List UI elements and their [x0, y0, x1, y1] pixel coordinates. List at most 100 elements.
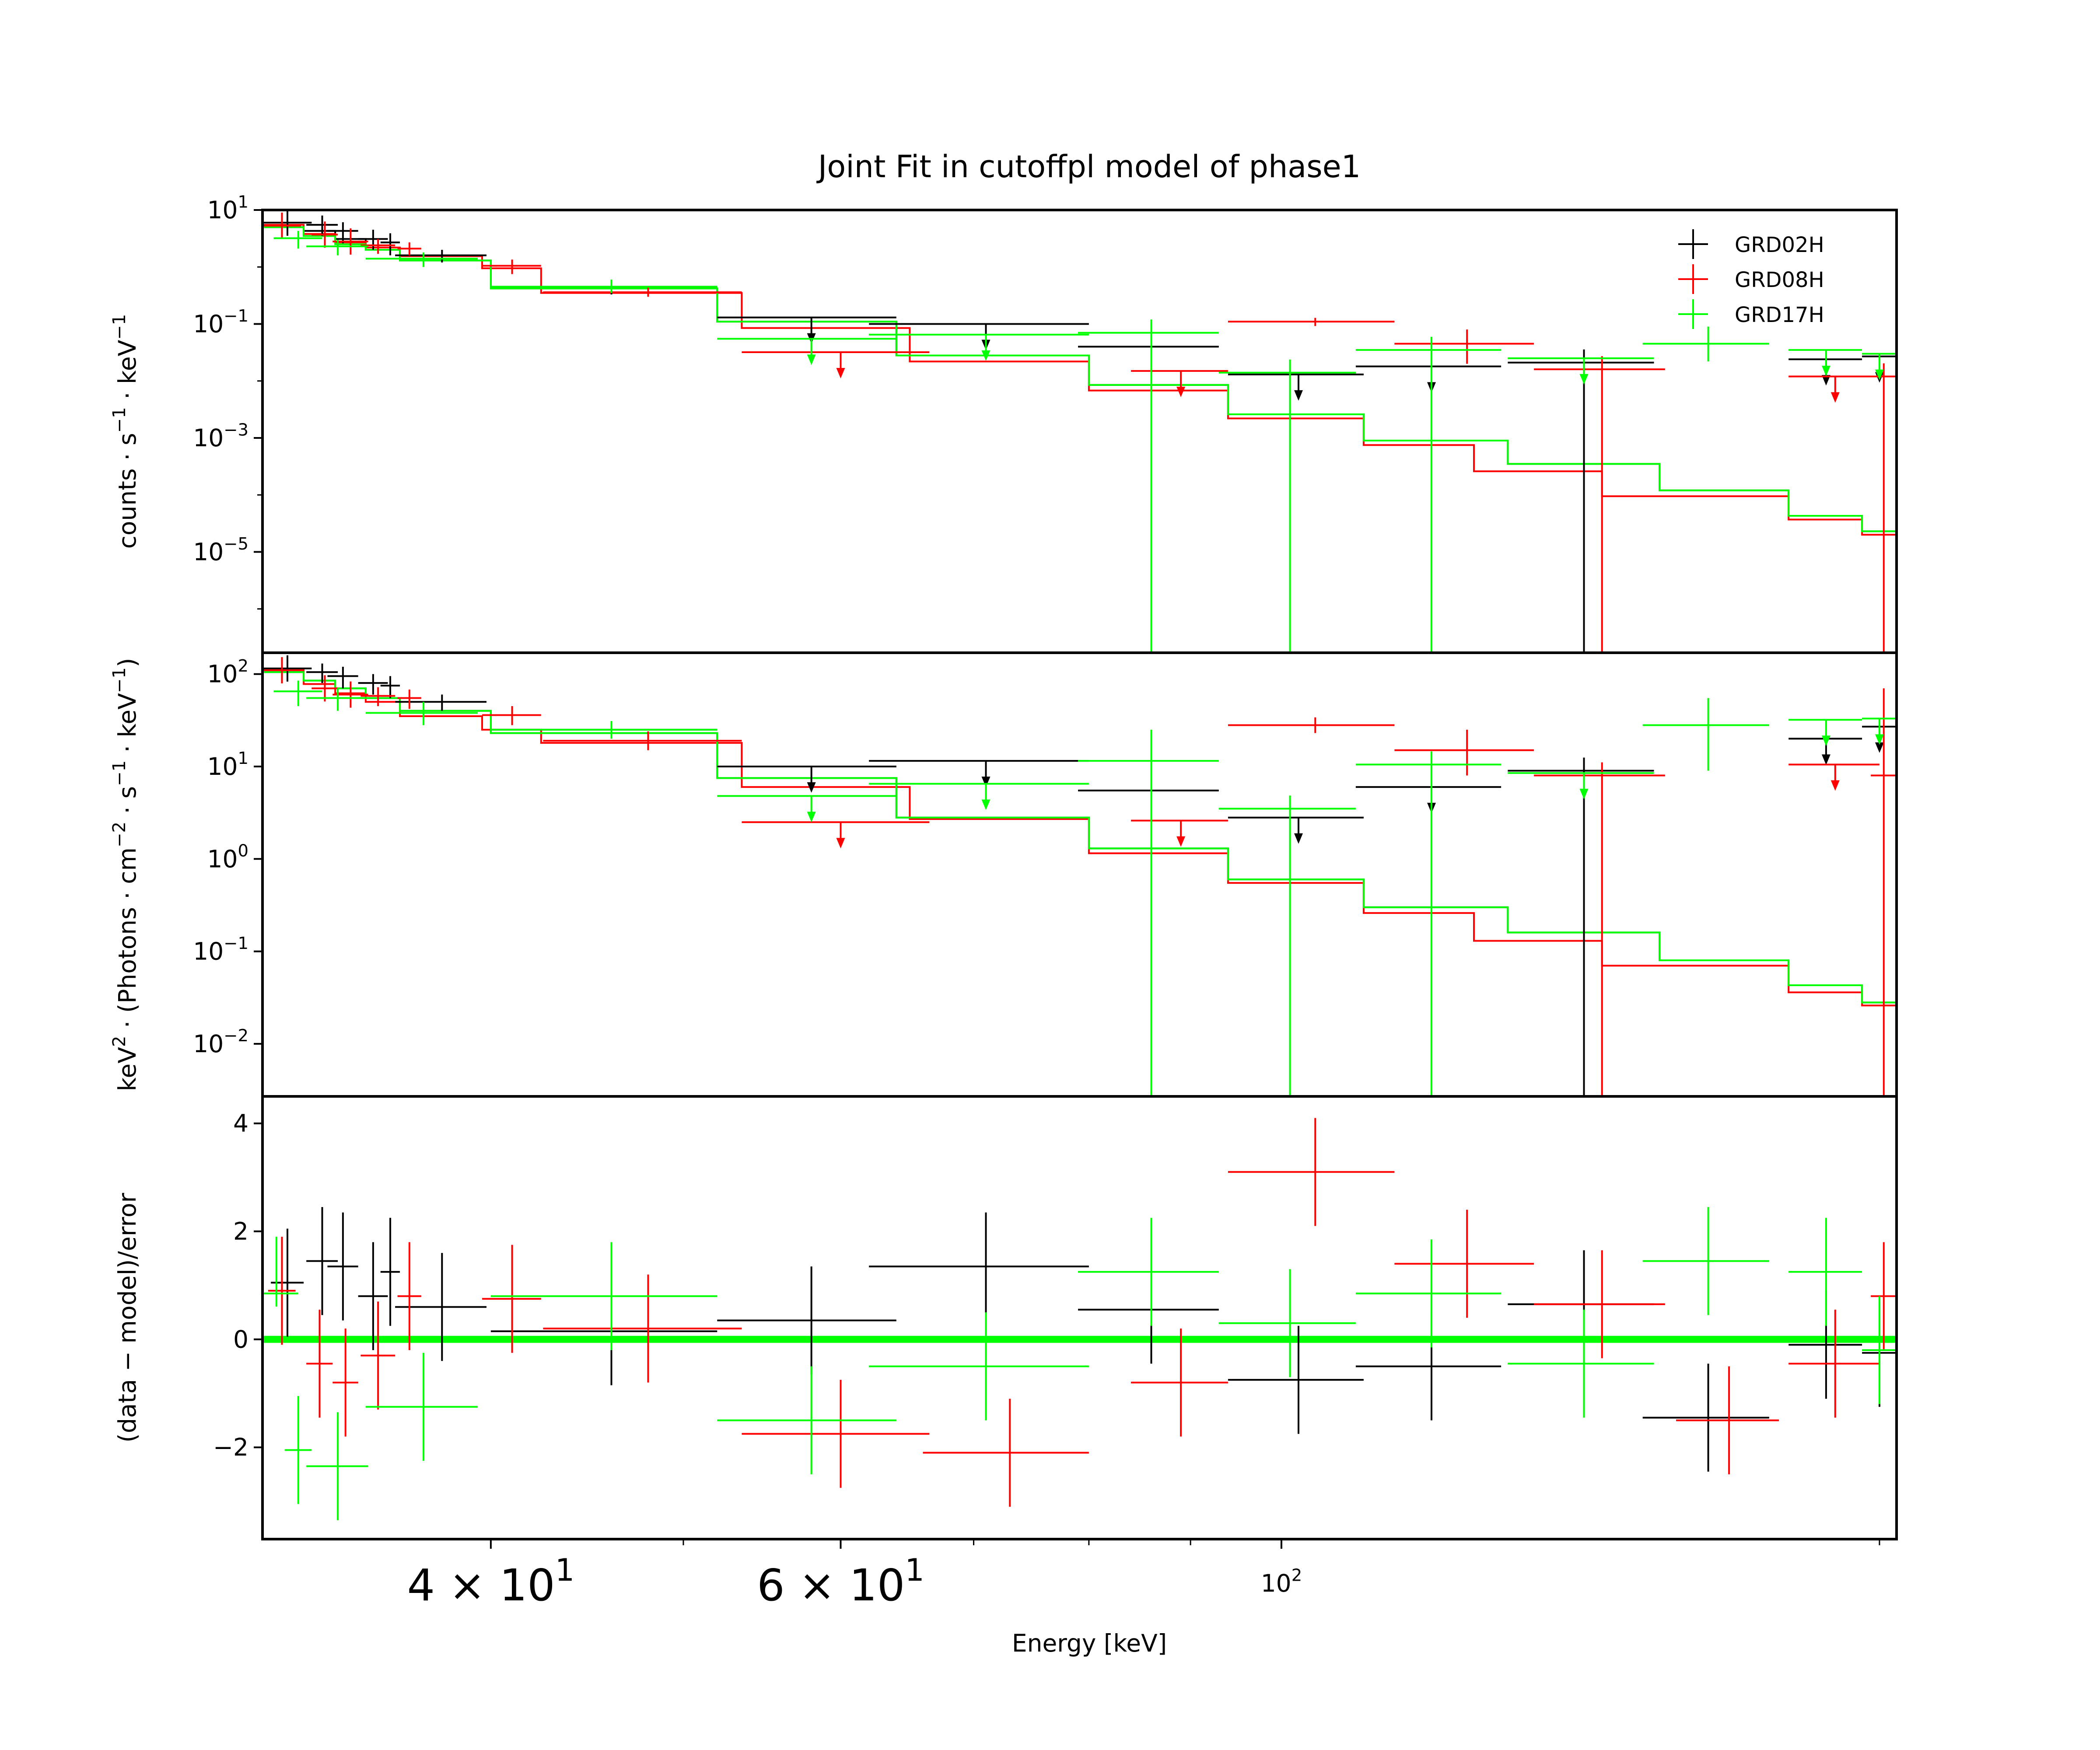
data-point-grd08h-10 — [1394, 329, 1534, 364]
y-axis-label-resid: (data − model)/error — [113, 1193, 141, 1442]
y-tick-label-resid-3: −2 — [213, 1433, 248, 1461]
data-point-grd17h-3 — [365, 1353, 478, 1461]
y-tick-label-resid-1: 2 — [233, 1218, 248, 1246]
data-point-grd17h-12 — [1788, 1218, 1862, 1326]
data-point-grd17h-13 — [1862, 1296, 1897, 1404]
data-point-grd17h-8 — [1355, 336, 1502, 653]
data-point-grd17h-0 — [273, 231, 322, 249]
data-point-grd17h-7 — [1218, 359, 1356, 653]
data-point-grd17h-2 — [365, 702, 478, 725]
data-point-grd17h-3 — [490, 280, 718, 293]
data-point-grd17h-5 — [869, 783, 1089, 810]
data-point-grd02h-4 — [380, 233, 400, 256]
data-point-grd02h-13-ul-arrow — [1821, 375, 1830, 386]
data-point-grd17h-5-ul-arrow — [981, 799, 990, 810]
data-point-grd17h-8 — [1355, 751, 1502, 1096]
x-tick-label-2: 102 — [1261, 1565, 1302, 1597]
data-point-grd08h-12 — [1788, 375, 1880, 403]
data-point-grd17h-0 — [273, 680, 322, 706]
data-point-grd17h-1 — [284, 1396, 312, 1504]
x-tick-label-1: 6 × 101 — [757, 1552, 924, 1611]
data-point-grd08h-13 — [1676, 1366, 1779, 1474]
data-point-grd08h-4 — [397, 242, 421, 256]
data-point-grd08h-8-ul-arrow — [1176, 386, 1186, 397]
data-point-grd17h-12 — [1862, 718, 1897, 745]
y-tick-label-counts-3: 10−5 — [193, 534, 248, 566]
data-point-grd17h-7 — [1218, 795, 1356, 1096]
data-point-grd17h-1 — [306, 240, 368, 256]
data-point-grd17h-9 — [1508, 357, 1654, 385]
data-point-grd08h-4 — [397, 690, 421, 709]
data-point-grd02h-14-ul-arrow — [1875, 742, 1884, 753]
data-point-grd17h-3 — [490, 721, 718, 739]
data-point-grd08h-8 — [1131, 370, 1228, 397]
data-point-grd08h-11 — [1534, 356, 1665, 653]
panel-resid: 4 2 0 −2 (data − model)/error — [113, 1095, 1898, 1540]
data-point-grd08h-14 — [1788, 1309, 1880, 1418]
data-point-grd17h-5-ul-arrow — [981, 350, 990, 361]
data-point-grd17h-6 — [1078, 729, 1219, 1096]
data-point-grd02h-8 — [869, 1212, 1089, 1321]
data-point-grd08h-5 — [482, 259, 541, 274]
data-point-grd17h-11-ul-arrow — [1821, 365, 1830, 376]
y-tick-label-ef-1: 101 — [207, 749, 249, 780]
data-point-grd17h-12-ul-arrow — [1875, 734, 1884, 745]
data-point-grd02h-2 — [327, 666, 358, 689]
data-point-grd02h-3 — [358, 1242, 388, 1351]
data-point-grd17h-11 — [1642, 1207, 1769, 1315]
legend-entry-grd08h: GRD08H — [1678, 264, 1824, 294]
data-point-grd17h-10 — [1642, 326, 1769, 362]
data-point-grd08h-4 — [397, 1242, 421, 1351]
data-point-grd02h-0 — [262, 210, 312, 236]
series-grd08h-points — [268, 1118, 1897, 1507]
series-grd17h-points — [273, 231, 1897, 653]
data-point-grd08h-0 — [268, 1236, 296, 1345]
data-point-grd08h-12 — [1788, 763, 1880, 791]
data-point-grd02h-3 — [358, 230, 388, 250]
legend-label-grd08h: GRD08H — [1735, 268, 1824, 292]
data-point-grd02h-5 — [395, 250, 486, 262]
data-point-grd08h-7 — [742, 351, 930, 378]
data-point-grd08h-0 — [262, 657, 301, 683]
data-point-grd17h-9-ul-arrow — [1579, 374, 1589, 385]
data-point-grd08h-9 — [1228, 717, 1395, 733]
data-point-grd02h-3 — [358, 674, 388, 695]
data-point-grd08h-7 — [742, 1379, 930, 1488]
chart-title: Joint Fit in cutoffpl model of phase1 — [816, 149, 1361, 185]
data-point-grd02h-12 — [1508, 349, 1654, 653]
x-tick-label-0: 4 × 101 — [407, 1552, 574, 1611]
data-point-grd17h-9-ul-arrow — [1579, 788, 1589, 799]
data-point-grd08h-12 — [1534, 1250, 1665, 1358]
data-point-grd02h-1 — [306, 215, 338, 236]
data-point-grd08h-2 — [332, 1328, 358, 1437]
data-point-grd02h-1 — [306, 1207, 338, 1315]
data-point-grd17h-0 — [262, 1236, 298, 1307]
data-point-grd17h-2 — [365, 252, 478, 267]
legend-entry-grd17h: GRD17H — [1678, 299, 1824, 329]
series-grd17h-points — [273, 680, 1897, 1096]
data-point-grd17h-6 — [869, 1312, 1089, 1421]
data-point-grd17h-4 — [717, 338, 896, 365]
data-point-grd17h-9 — [1508, 772, 1654, 799]
data-point-grd02h-0 — [262, 655, 312, 682]
data-point-grd02h-7 — [717, 765, 896, 793]
data-point-grd08h-1 — [312, 221, 338, 248]
data-point-grd17h-8 — [1218, 1269, 1356, 1377]
data-point-grd08h-9 — [1228, 318, 1395, 326]
data-point-grd08h-1 — [312, 675, 338, 702]
x-axis-label: Energy [keV] — [1012, 1629, 1167, 1657]
data-point-grd08h-8 — [923, 1399, 1089, 1507]
data-point-grd17h-6 — [1078, 319, 1219, 653]
model-line-grd17h — [262, 226, 1897, 532]
x-axis: 4 × 101 6 × 101 102 — [407, 1539, 1880, 1611]
data-point-grd08h-3 — [360, 687, 396, 706]
data-point-grd08h-0 — [262, 212, 301, 239]
data-point-grd02h-1 — [306, 663, 338, 683]
data-point-grd08h-5 — [482, 1245, 541, 1353]
data-point-grd08h-11 — [1394, 1210, 1534, 1318]
data-point-grd02h-13 — [1642, 1363, 1769, 1472]
data-point-grd02h-2 — [327, 222, 358, 244]
legend-label-grd02h: GRD02H — [1735, 233, 1824, 257]
data-point-grd02h-12 — [1508, 757, 1654, 1096]
